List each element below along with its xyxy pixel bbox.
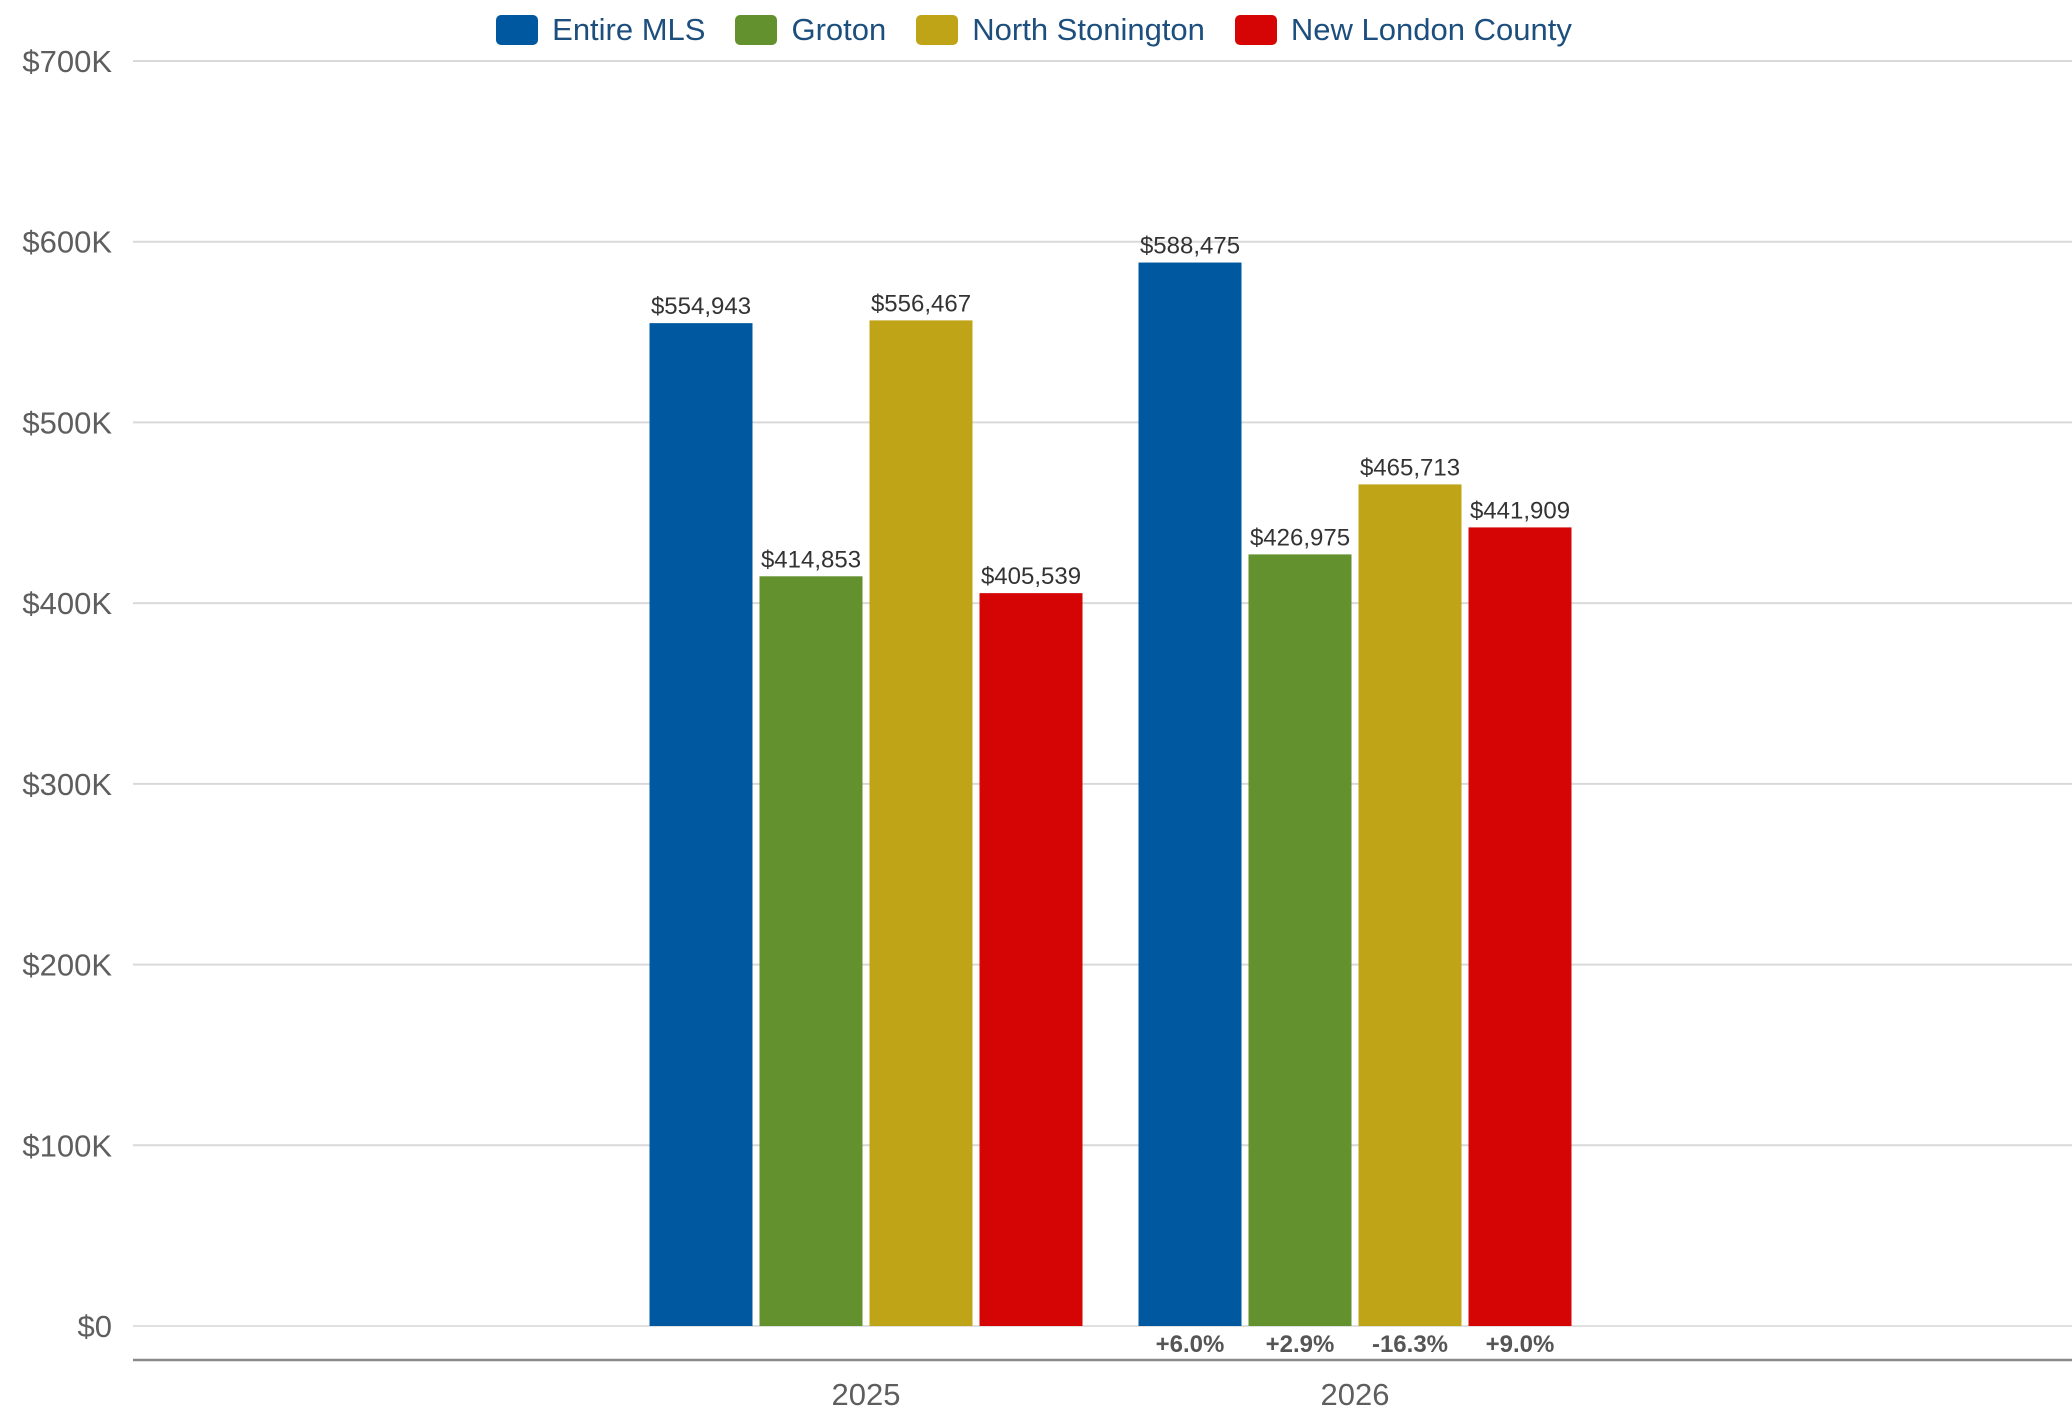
legend-swatch <box>496 15 539 45</box>
legend-label: North Stonington <box>972 12 1205 47</box>
y-tick-label: $400K <box>22 586 112 621</box>
data-label: $588,475 <box>1140 233 1240 260</box>
bar <box>979 593 1083 1326</box>
legend-label: Groton <box>791 12 887 47</box>
bar <box>869 320 973 1326</box>
bar <box>1468 527 1572 1326</box>
change-label: +9.0% <box>1486 1331 1555 1358</box>
data-label: $556,467 <box>871 290 971 317</box>
data-label: $441,909 <box>1470 497 1570 524</box>
data-label: $426,975 <box>1250 524 1350 551</box>
legend-item[interactable]: North Stonington <box>916 12 1209 48</box>
legend-label: Entire MLS <box>552 12 706 47</box>
legend-item[interactable]: Groton <box>735 12 890 48</box>
bar <box>1358 484 1462 1326</box>
y-tick-label: $300K <box>22 767 112 802</box>
legend-item[interactable]: Entire MLS <box>496 12 709 48</box>
data-label: $465,713 <box>1360 454 1460 481</box>
y-tick-label: $200K <box>22 948 112 983</box>
y-tick-label: $100K <box>22 1128 112 1163</box>
legend-swatch <box>1234 15 1277 45</box>
bar <box>1248 554 1352 1326</box>
legend-label: New London County <box>1290 12 1572 47</box>
bar <box>759 576 863 1326</box>
change-label: +6.0% <box>1156 1331 1225 1358</box>
x-tick-label: 2026 <box>1321 1377 1390 1411</box>
y-tick-label: $600K <box>22 225 112 260</box>
change-label: -16.3% <box>1372 1331 1448 1358</box>
legend-swatch <box>916 15 959 45</box>
bar <box>649 323 753 1326</box>
chart-legend: Entire MLS Groton North Stonington New Lond… <box>0 8 2072 52</box>
x-tick-label: 2025 <box>832 1377 901 1411</box>
data-label: $554,943 <box>651 293 751 320</box>
legend-item[interactable]: New London County <box>1234 12 1576 48</box>
data-label: $405,539 <box>981 563 1081 590</box>
y-tick-label: $500K <box>22 405 112 440</box>
bar <box>1138 262 1242 1326</box>
y-tick-label: $700K <box>22 44 112 79</box>
change-label: +2.9% <box>1266 1331 1335 1358</box>
y-tick-label: $0 <box>78 1309 112 1344</box>
data-label: $414,853 <box>761 546 861 573</box>
legend-swatch <box>735 15 778 45</box>
